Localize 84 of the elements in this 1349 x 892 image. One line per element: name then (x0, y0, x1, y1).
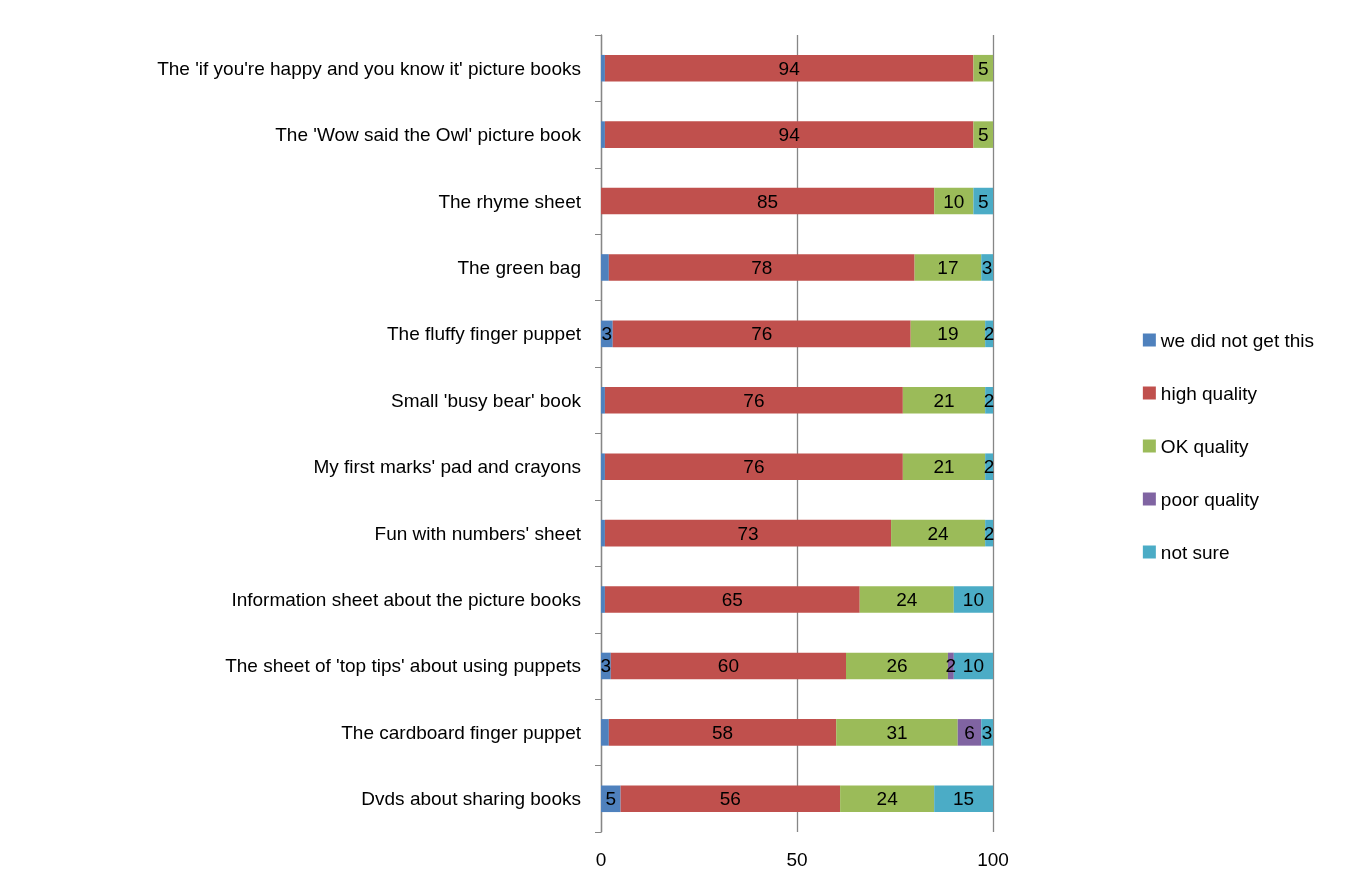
data-label: 76 (743, 456, 765, 478)
bar (859, 586, 954, 613)
bar (840, 785, 935, 813)
bar (910, 320, 986, 348)
bar (604, 121, 974, 148)
data-label: 3 (981, 721, 993, 743)
data-label: 31 (886, 721, 908, 743)
data-label: 26 (886, 655, 908, 677)
bar (902, 453, 986, 480)
bar (601, 519, 605, 547)
data-label: 19 (937, 323, 959, 345)
data-label: 10 (943, 190, 965, 212)
data-label: 21 (933, 389, 955, 411)
bar (601, 453, 605, 480)
data-label: 56 (719, 788, 741, 810)
y-tick-label: Information sheet about the picture books (231, 589, 581, 611)
bar (601, 54, 605, 82)
bar (608, 719, 837, 746)
legend-label: OK quality (1160, 435, 1249, 457)
y-tick-label: The rhyme sheet (438, 190, 582, 212)
bar (601, 586, 605, 613)
data-label: 24 (876, 788, 899, 810)
data-label: 94 (778, 57, 801, 79)
bar (601, 719, 609, 746)
bar (612, 320, 911, 348)
data-label: 10 (962, 655, 984, 677)
data-label: 24 (896, 589, 918, 611)
data-label: 6 (964, 721, 975, 743)
bar (604, 453, 903, 480)
bar (604, 387, 903, 414)
data-label: 58 (711, 721, 734, 743)
x-tick-label: 0 (595, 849, 607, 870)
data-label: 21 (933, 456, 955, 478)
data-label: 94 (778, 124, 801, 146)
data-label: 3 (601, 323, 613, 345)
data-label: 5 (605, 788, 617, 810)
legend-label: poor quality (1160, 488, 1260, 510)
data-label: 60 (717, 655, 739, 677)
bar (902, 387, 986, 414)
x-tick-label: 50 (786, 849, 808, 870)
y-tick-label: The green bag (457, 256, 581, 278)
bar (604, 519, 892, 547)
x-tick-label: 100 (977, 849, 1009, 870)
data-label: 3 (600, 655, 612, 677)
bar (604, 586, 860, 613)
bar (601, 254, 609, 281)
data-label: 3 (981, 256, 993, 278)
y-tick-label: The cardboard finger puppet (341, 721, 582, 743)
bar (601, 187, 935, 215)
y-tick-label: The fluffy finger puppet (387, 323, 582, 345)
bar (610, 652, 846, 680)
bar (620, 785, 841, 813)
bar (836, 719, 958, 746)
legend-label: high quality (1160, 382, 1258, 404)
legend-label: we did not get this (1159, 329, 1315, 351)
legend-label: not sure (1160, 541, 1230, 563)
data-label: 85 (757, 190, 779, 212)
data-label: 10 (962, 589, 984, 611)
data-label: 5 (977, 190, 989, 212)
bar (891, 519, 986, 547)
bar (914, 254, 982, 281)
bar (601, 387, 605, 414)
y-tick-label: Small 'busy bear' book (391, 389, 582, 411)
y-tick-label: The sheet of 'top tips' about using puppets (225, 655, 581, 677)
data-label: 24 (927, 522, 950, 544)
data-label: 15 (953, 788, 975, 810)
y-tick-label: Fun with numbers' sheet (374, 522, 582, 544)
y-tick-label: My first marks' pad and crayons (313, 456, 581, 478)
y-tick-label: The 'if you're happy and you know it' picture books (157, 57, 581, 79)
data-label: 17 (937, 256, 959, 278)
y-tick-label: Dvds about sharing books (361, 788, 581, 810)
bar (601, 121, 605, 148)
data-label: 78 (751, 256, 773, 278)
data-label: 5 (977, 124, 989, 146)
bar (846, 652, 948, 680)
data-label: 5 (977, 57, 989, 79)
y-tick-label: The 'Wow said the Owl' picture book (275, 124, 582, 146)
data-label: 2 (945, 655, 957, 677)
data-label: 76 (743, 389, 765, 411)
data-label: 65 (721, 589, 743, 611)
bar (604, 54, 974, 82)
data-label: 73 (737, 522, 759, 544)
data-label: 76 (751, 323, 773, 345)
bar (608, 254, 915, 281)
